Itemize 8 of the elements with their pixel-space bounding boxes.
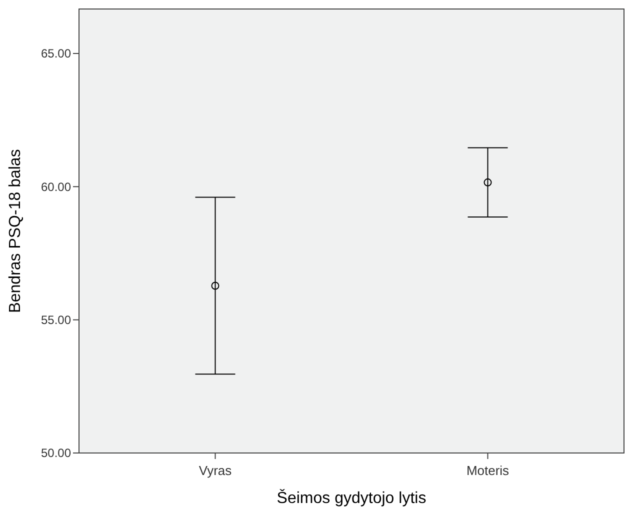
y-tick-label: 60.00 (40, 180, 72, 194)
x-tick-label: Moteris (466, 463, 510, 478)
y-axis-title: Bendras PSQ-18 balas (7, 149, 24, 313)
y-tick-label: 65.00 (40, 46, 72, 61)
x-axis-title: Šeimos gydytojo lytis (276, 489, 426, 507)
y-tick-label: 50.00 (40, 446, 72, 460)
x-tick-label: Vyras (198, 463, 232, 478)
y-tick-label: 55.00 (40, 313, 72, 328)
